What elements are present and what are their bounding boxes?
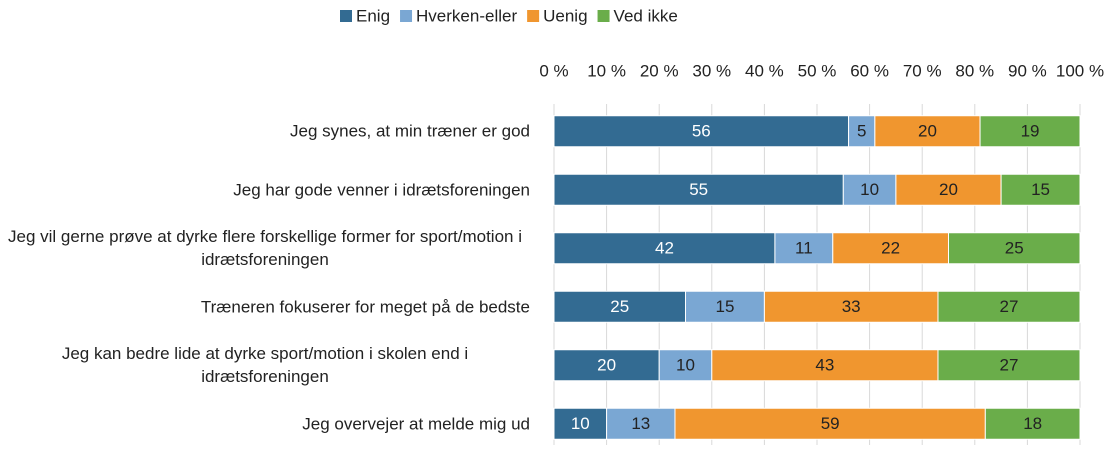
legend-label: Enig	[356, 6, 390, 25]
x-tick-label: 0 %	[539, 61, 568, 80]
category-label: Jeg synes, at min træner er god	[289, 121, 530, 141]
data-label: 33	[842, 297, 861, 316]
data-label: 15	[715, 297, 734, 316]
data-label: 55	[689, 180, 708, 199]
legend-swatch	[527, 10, 540, 22]
legend-swatch	[597, 10, 610, 22]
data-label: 27	[1000, 297, 1019, 316]
bar-segment	[842, 173, 897, 206]
data-label: 5	[857, 122, 866, 141]
bar-segment	[979, 115, 1081, 148]
data-label: 27	[1000, 356, 1019, 375]
bar-segment	[711, 349, 939, 382]
bar-segment	[937, 349, 1081, 382]
bar-segment	[948, 232, 1081, 265]
bar-segment	[763, 290, 939, 323]
data-label: 13	[631, 414, 650, 433]
data-label: 20	[597, 356, 616, 375]
bar-segment	[553, 407, 608, 440]
legend-swatch	[400, 10, 413, 22]
x-tick-label: 30 %	[692, 61, 731, 80]
bar-segment	[1000, 173, 1081, 206]
x-tick-label: 40 %	[745, 61, 784, 80]
x-tick-label: 70 %	[903, 61, 942, 80]
data-label: 15	[1031, 180, 1050, 199]
data-label: 11	[795, 239, 813, 258]
bar-segment	[774, 232, 834, 265]
legend-label: Uenig	[543, 6, 587, 25]
legend-label: Ved ikke	[614, 6, 678, 25]
x-tick-label: 10 %	[587, 61, 626, 80]
data-label: 42	[655, 239, 674, 258]
data-label: 19	[1021, 122, 1040, 141]
bar-segment	[937, 290, 1081, 323]
x-tick-label: 20 %	[640, 61, 679, 80]
legend-label: Hverken-eller	[416, 6, 517, 25]
x-tick-label: 100 %	[1056, 61, 1104, 80]
bar-segment	[553, 115, 850, 148]
data-label: 43	[815, 356, 834, 375]
data-label: 25	[610, 297, 629, 316]
bar-segment	[674, 407, 986, 440]
data-label: 10	[676, 356, 695, 375]
data-label: 10	[860, 180, 879, 199]
x-tick-label: 90 %	[1008, 61, 1047, 80]
data-label: 20	[918, 122, 937, 141]
bar-segment	[658, 349, 713, 382]
data-label: 10	[571, 414, 590, 433]
bar-segment	[832, 232, 950, 265]
category-label: Jeg vil gerne prøve at dyrke flere forsk…	[8, 227, 522, 270]
data-label: 22	[881, 239, 900, 258]
legend-swatch	[340, 10, 352, 22]
bar-segment	[874, 115, 981, 148]
x-tick-label: 60 %	[850, 61, 889, 80]
data-label: 56	[692, 122, 711, 141]
bar-segment	[553, 290, 686, 323]
x-tick-label: 80 %	[955, 61, 994, 80]
bar-segment	[553, 232, 776, 265]
category-label: Jeg overvejer at melde mig ud	[302, 414, 530, 434]
bar-segment	[895, 173, 1002, 206]
data-label: 59	[821, 414, 840, 433]
category-label: Jeg kan bedre lide at dyrke sport/motion…	[61, 344, 469, 387]
category-label: Træneren fokuserer for meget på de bedst…	[200, 297, 530, 317]
data-label: 25	[1005, 239, 1024, 258]
data-label: 18	[1023, 414, 1042, 433]
category-label: Jeg har gode venner i idrætsforeningen	[233, 180, 530, 200]
bar-segment	[984, 407, 1081, 440]
data-label: 20	[939, 180, 958, 199]
bar-segment	[685, 290, 765, 323]
x-tick-label: 50 %	[798, 61, 837, 80]
